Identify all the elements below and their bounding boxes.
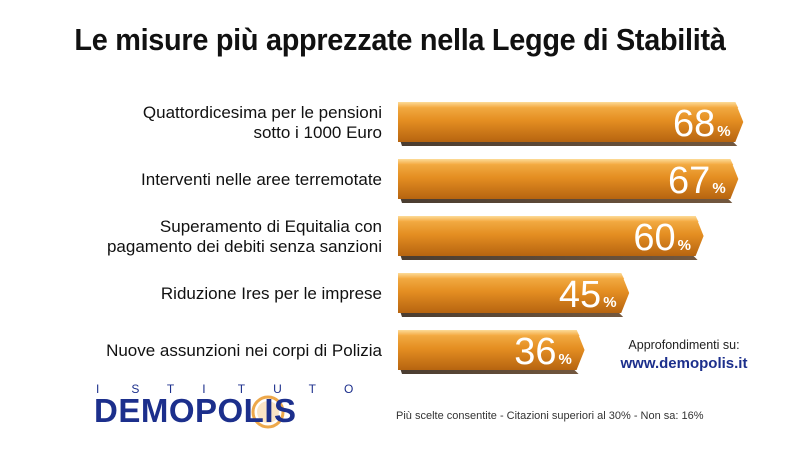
category-label: Interventi nelle aree terremotate [141, 170, 382, 189]
category-label: Riduzione Ires per le imprese [161, 284, 382, 303]
data-label: 67 [668, 160, 710, 202]
logo-name: DEMOPOLIS [94, 392, 297, 429]
bar-highlight [398, 102, 739, 108]
bars: 68 %67 %60 %45 %36% [398, 102, 744, 374]
logo-letter: T [237, 382, 246, 396]
data-label-suffix: % [559, 351, 572, 368]
data-label: 45 [559, 274, 601, 316]
logo-letter: U [273, 382, 282, 396]
bar [398, 102, 744, 142]
chart-title: Le misure più apprezzate nella Legge di … [74, 22, 726, 57]
category-label: Superamento di Equitalia con [160, 217, 382, 236]
data-label-suffix: % [678, 237, 691, 254]
data-label-suffix: % [717, 123, 730, 140]
bar [398, 216, 704, 256]
logo-letter: T [166, 382, 175, 396]
footnote: Più scelte consentite - Citazioni superi… [396, 410, 704, 422]
bar-highlight [398, 159, 734, 165]
bar [398, 273, 630, 313]
logo-letter: T [308, 382, 316, 396]
bar-highlight [398, 216, 699, 222]
data-label-suffix: % [603, 294, 616, 311]
bar [398, 330, 585, 370]
data-label-suffix: % [712, 180, 725, 197]
data-label: 68 [673, 103, 715, 145]
bar-highlight [398, 330, 580, 336]
more-info-label: Approfondimenti su: [628, 338, 740, 352]
demopolis-logo: I S T I T U T O DEMOPOLIS [82, 378, 372, 448]
logo-letter: I [96, 382, 100, 396]
category-label: pagamento dei debiti senza sanzioni [107, 237, 382, 256]
category-label: sotto i 1000 Euro [253, 123, 382, 142]
logo-letter: S [131, 382, 140, 396]
category-label: Quattordicesima per le pensioni [143, 103, 382, 122]
logo-swoosh-icon [251, 395, 285, 429]
logo-letter: O [344, 382, 354, 396]
logo-letter: I [202, 382, 206, 396]
data-label: 60 [633, 217, 675, 259]
bar-highlight [398, 273, 625, 279]
bar [398, 159, 739, 199]
website-link[interactable]: www.demopolis.it [620, 355, 748, 372]
category-label: Nuove assunzioni nei corpi di Polizia [106, 341, 382, 360]
data-label: 36 [514, 331, 556, 373]
